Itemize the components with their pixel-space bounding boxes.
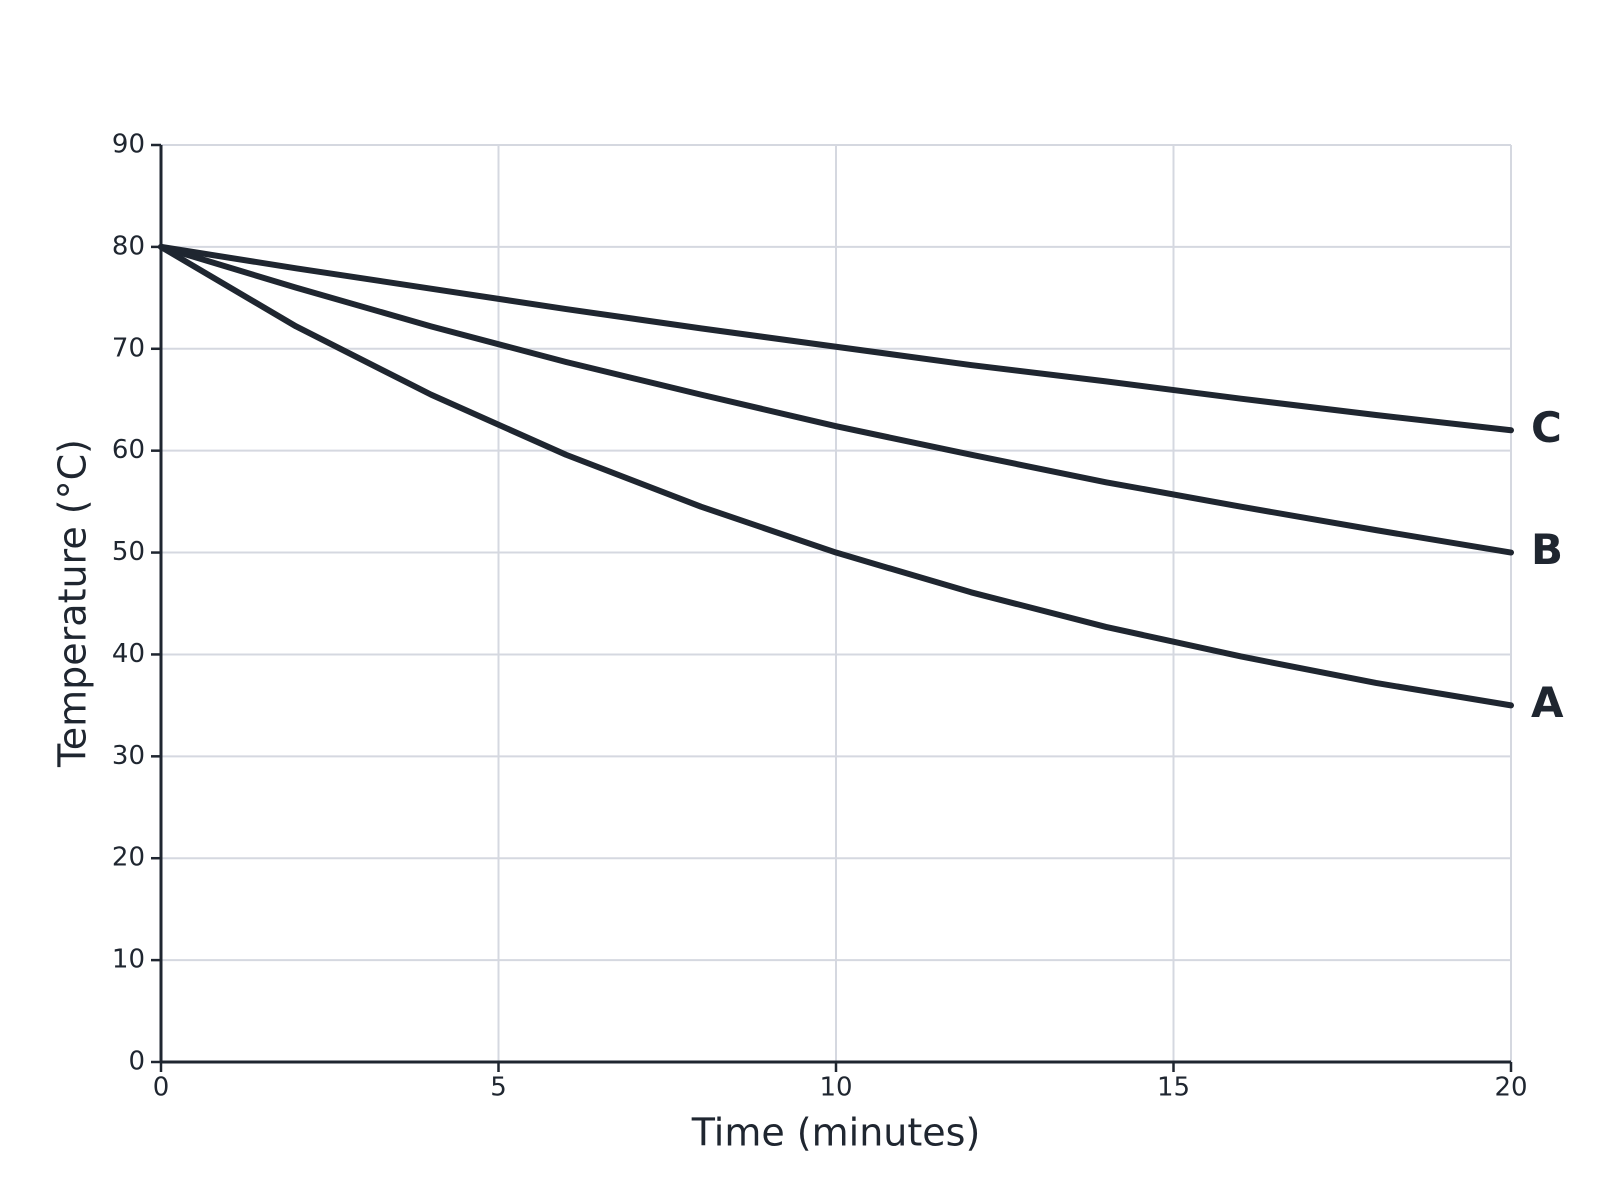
series-label: C xyxy=(1531,403,1562,452)
y-tick-label: 90 xyxy=(112,130,145,160)
y-tick-label: 40 xyxy=(112,639,145,669)
series-label: B xyxy=(1531,525,1563,574)
y-tick-label: 70 xyxy=(112,333,145,363)
x-tick-label: 0 xyxy=(153,1073,170,1103)
y-axis-title: Temperature (°C) xyxy=(51,439,95,768)
x-tick-label: 15 xyxy=(1157,1073,1190,1103)
series-line xyxy=(158,243,1514,556)
y-tick-label: 30 xyxy=(112,741,145,771)
series-label: A xyxy=(1531,678,1564,727)
x-axis-title: Time (minutes) xyxy=(691,1111,981,1155)
x-tick-label: 10 xyxy=(819,1073,852,1103)
y-tick-label: 50 xyxy=(112,537,145,567)
x-tick-label: 5 xyxy=(490,1073,507,1103)
x-tick-label: 20 xyxy=(1494,1073,1527,1103)
y-tick-label: 10 xyxy=(112,945,145,975)
series-line xyxy=(158,243,1514,709)
y-tick-label: 0 xyxy=(128,1047,145,1077)
series-line xyxy=(158,243,1514,434)
y-tick-label: 60 xyxy=(112,435,145,465)
y-tick-label: 80 xyxy=(112,231,145,261)
y-tick-label: 20 xyxy=(112,843,145,873)
